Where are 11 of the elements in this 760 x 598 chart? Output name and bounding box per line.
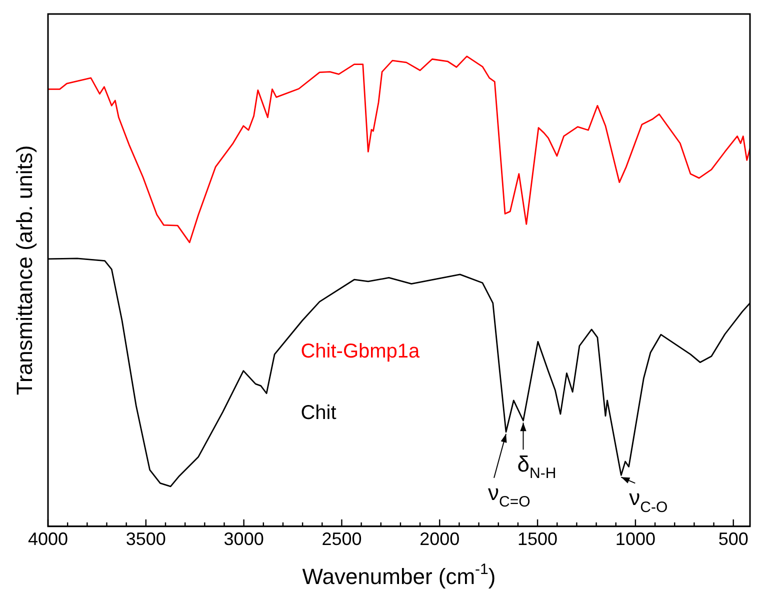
x-tick-label: 1000 <box>615 529 656 550</box>
text: Chit-Gbmp1a <box>300 340 421 363</box>
x-tick-label: 1500 <box>518 529 558 550</box>
x-tick-label: 2500 <box>322 529 362 550</box>
x-tick-label: 4000 <box>28 529 68 550</box>
x-tick-label: 2000 <box>420 529 460 550</box>
x-tick-label: 3000 <box>224 529 264 550</box>
y-axis-title: Transmittance (arb. units) <box>12 145 37 396</box>
series-label: Chit <box>300 402 337 424</box>
x-tick-label: 500 <box>718 529 748 550</box>
x-tick-label: 3500 <box>126 529 166 550</box>
